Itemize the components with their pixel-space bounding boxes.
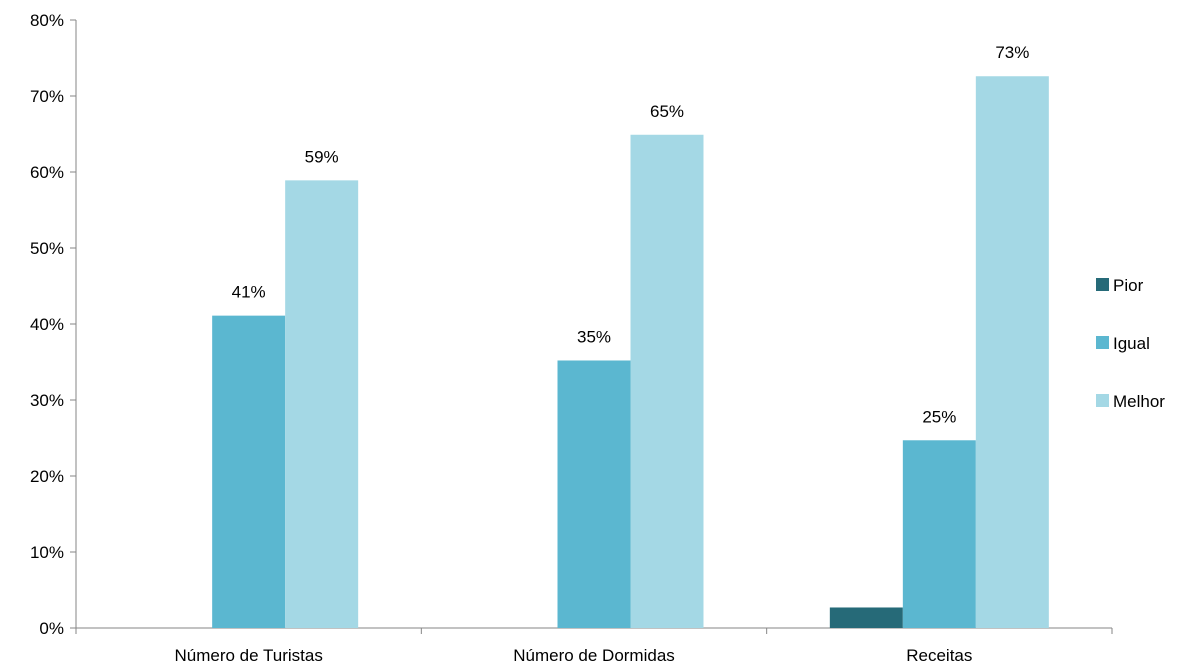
- y-tick-label: 20%: [30, 467, 64, 486]
- bar-melhor: [975, 76, 1049, 629]
- bar-melhor: [285, 180, 359, 629]
- legend-label: Melhor: [1113, 392, 1165, 411]
- bar-igual: [557, 360, 631, 628]
- legend-swatch: [1096, 394, 1109, 407]
- y-tick-label: 0%: [39, 619, 64, 638]
- bar-pior: [829, 607, 903, 628]
- bar-value-label: 35%: [577, 327, 611, 346]
- legend-swatch: [1096, 336, 1109, 349]
- bar-value-label: 59%: [305, 147, 339, 166]
- bar-igual: [212, 315, 286, 628]
- bar-melhor: [630, 134, 704, 628]
- y-axis: 0% 10% 20% 30% 40% 50% 60% 70% 80%: [30, 11, 77, 638]
- bar-value-label: 65%: [650, 102, 684, 121]
- bar-value-label: 73%: [995, 43, 1029, 62]
- legend: Pior Igual Melhor: [1096, 276, 1165, 411]
- y-tick-label: 60%: [30, 163, 64, 182]
- legend-swatch: [1096, 278, 1109, 291]
- bar-labels: 41% 59% 35% 65% 25% 73%: [232, 43, 1030, 426]
- legend-label: Pior: [1113, 276, 1144, 295]
- bar-value-label: 25%: [922, 407, 956, 426]
- y-tick-label: 30%: [30, 391, 64, 410]
- x-category-label: Número de Turistas: [174, 646, 322, 665]
- bar-value-label: 41%: [232, 283, 266, 302]
- bars: [212, 76, 1049, 629]
- x-category-label: Receitas: [906, 646, 972, 665]
- y-tick-label: 50%: [30, 239, 64, 258]
- y-tick-label: 70%: [30, 87, 64, 106]
- y-tick-label: 40%: [30, 315, 64, 334]
- y-tick-label: 10%: [30, 543, 64, 562]
- y-tick-label: 80%: [30, 11, 64, 30]
- bar-igual: [902, 440, 976, 628]
- x-category-label: Número de Dormidas: [513, 646, 675, 665]
- legend-label: Igual: [1113, 334, 1150, 353]
- x-axis: Número de Turistas Número de Dormidas Rece…: [75, 627, 1113, 665]
